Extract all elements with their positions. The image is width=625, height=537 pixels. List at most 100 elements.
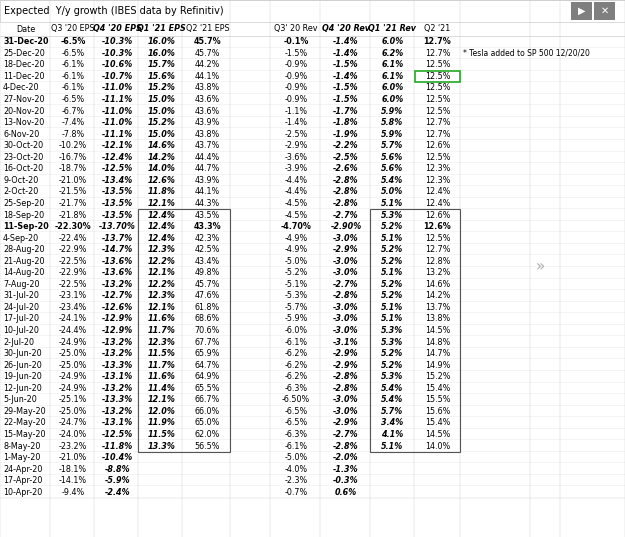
- Text: 67.7%: 67.7%: [195, 338, 220, 346]
- Text: 5.1%: 5.1%: [381, 234, 404, 243]
- Text: 42.3%: 42.3%: [195, 234, 220, 243]
- Text: -2.5%: -2.5%: [284, 129, 308, 139]
- Text: -6.5%: -6.5%: [61, 49, 84, 58]
- Text: 6.1%: 6.1%: [381, 60, 404, 69]
- Text: -24.4%: -24.4%: [59, 326, 87, 335]
- Text: -4.9%: -4.9%: [284, 245, 308, 254]
- Text: -14.7%: -14.7%: [102, 245, 133, 254]
- Text: 11.8%: 11.8%: [148, 187, 176, 197]
- Text: 0.6%: 0.6%: [335, 488, 357, 497]
- Bar: [0, 475, 625, 487]
- Bar: [0, 371, 625, 382]
- Text: -1.9%: -1.9%: [333, 129, 359, 139]
- Text: 44.4%: 44.4%: [195, 153, 220, 162]
- Text: -1.4%: -1.4%: [284, 118, 308, 127]
- Text: 5.2%: 5.2%: [381, 257, 404, 266]
- Text: -22.4%: -22.4%: [59, 234, 88, 243]
- Text: -2.7%: -2.7%: [333, 280, 359, 289]
- Text: 12.3%: 12.3%: [148, 245, 176, 254]
- Text: 64.9%: 64.9%: [195, 372, 220, 381]
- Text: 47.6%: 47.6%: [195, 292, 220, 300]
- Text: 5.8%: 5.8%: [381, 118, 404, 127]
- Text: -21.5%: -21.5%: [59, 187, 88, 197]
- Text: Expected  Y/y growth (IBES data by Refinitiv): Expected Y/y growth (IBES data by Refini…: [4, 6, 224, 16]
- Text: -2.5%: -2.5%: [333, 153, 359, 162]
- Bar: [0, 94, 625, 105]
- Text: 5.1%: 5.1%: [381, 199, 404, 208]
- Text: 1-May-20: 1-May-20: [3, 453, 41, 462]
- Text: 26-Jun-20: 26-Jun-20: [3, 361, 42, 369]
- Text: -13.2%: -13.2%: [102, 349, 133, 358]
- Text: 11.6%: 11.6%: [148, 372, 176, 381]
- Text: 12.6%: 12.6%: [425, 141, 450, 150]
- Text: -2.6%: -2.6%: [333, 164, 359, 173]
- Text: -3.9%: -3.9%: [284, 164, 308, 173]
- Text: 43.7%: 43.7%: [195, 141, 220, 150]
- Text: -6.5%: -6.5%: [61, 95, 84, 104]
- Text: -25.1%: -25.1%: [59, 395, 88, 404]
- Text: 5.1%: 5.1%: [381, 268, 404, 277]
- Bar: [0, 290, 625, 302]
- Text: -7.4%: -7.4%: [61, 118, 84, 127]
- Text: -2.9%: -2.9%: [333, 245, 359, 254]
- Text: -0.9%: -0.9%: [284, 83, 308, 92]
- Text: 5.9%: 5.9%: [381, 106, 404, 115]
- Text: -12.4%: -12.4%: [102, 153, 133, 162]
- Text: -13.5%: -13.5%: [102, 211, 133, 220]
- Text: -2.3%: -2.3%: [284, 476, 308, 485]
- Bar: [0, 405, 625, 417]
- Bar: [0, 429, 625, 440]
- Text: -24.7%: -24.7%: [59, 418, 88, 427]
- Text: -5.2%: -5.2%: [284, 268, 308, 277]
- Text: 9-Oct-20: 9-Oct-20: [3, 176, 38, 185]
- Bar: [0, 359, 625, 371]
- Text: -12.9%: -12.9%: [102, 326, 133, 335]
- Text: 30-Jun-20: 30-Jun-20: [3, 349, 42, 358]
- Text: -0.9%: -0.9%: [284, 60, 308, 69]
- Text: 6.0%: 6.0%: [381, 37, 404, 46]
- Text: 14.6%: 14.6%: [148, 141, 176, 150]
- Text: -13.7%: -13.7%: [102, 234, 133, 243]
- Text: -2.9%: -2.9%: [333, 418, 359, 427]
- Text: -8.8%: -8.8%: [105, 465, 131, 474]
- Text: 5.1%: 5.1%: [381, 303, 404, 312]
- Bar: [0, 71, 625, 82]
- Text: -0.1%: -0.1%: [283, 37, 309, 46]
- Text: 11.9%: 11.9%: [148, 418, 176, 427]
- Text: -23.4%: -23.4%: [59, 303, 87, 312]
- Text: -22.9%: -22.9%: [59, 245, 88, 254]
- Text: 12.1%: 12.1%: [148, 395, 176, 404]
- Text: 30-Oct-20: 30-Oct-20: [3, 141, 43, 150]
- Text: 12.7%: 12.7%: [424, 37, 451, 46]
- Bar: [0, 48, 625, 59]
- Text: 2-Jul-20: 2-Jul-20: [3, 338, 34, 346]
- Text: 10-Apr-20: 10-Apr-20: [3, 488, 42, 497]
- Text: -25.0%: -25.0%: [59, 407, 88, 416]
- Text: -6.50%: -6.50%: [282, 395, 310, 404]
- Text: 6.0%: 6.0%: [381, 83, 404, 92]
- Text: -22.9%: -22.9%: [59, 268, 88, 277]
- Text: 15.5%: 15.5%: [425, 395, 450, 404]
- Text: -13.3%: -13.3%: [102, 395, 133, 404]
- Text: -11.0%: -11.0%: [102, 106, 133, 115]
- Text: 12.4%: 12.4%: [425, 199, 450, 208]
- Text: 15.6%: 15.6%: [425, 407, 450, 416]
- Bar: [571, 2, 592, 20]
- Text: 42.5%: 42.5%: [195, 245, 220, 254]
- Text: 44.1%: 44.1%: [195, 187, 220, 197]
- Text: -13.6%: -13.6%: [102, 268, 133, 277]
- Text: 12.5%: 12.5%: [425, 60, 450, 69]
- Text: 11.7%: 11.7%: [148, 361, 176, 369]
- Bar: [0, 348, 625, 359]
- Text: -6.3%: -6.3%: [284, 430, 308, 439]
- Text: 5.2%: 5.2%: [381, 292, 404, 300]
- Bar: [0, 463, 625, 475]
- Text: 14-Aug-20: 14-Aug-20: [3, 268, 44, 277]
- Text: -13.2%: -13.2%: [102, 384, 133, 393]
- Text: 43.6%: 43.6%: [195, 95, 220, 104]
- Bar: [370, 209, 460, 452]
- Text: 12.5%: 12.5%: [425, 72, 450, 81]
- Text: 44.1%: 44.1%: [195, 72, 220, 81]
- Text: 12.5%: 12.5%: [425, 234, 450, 243]
- Text: 15.0%: 15.0%: [148, 95, 176, 104]
